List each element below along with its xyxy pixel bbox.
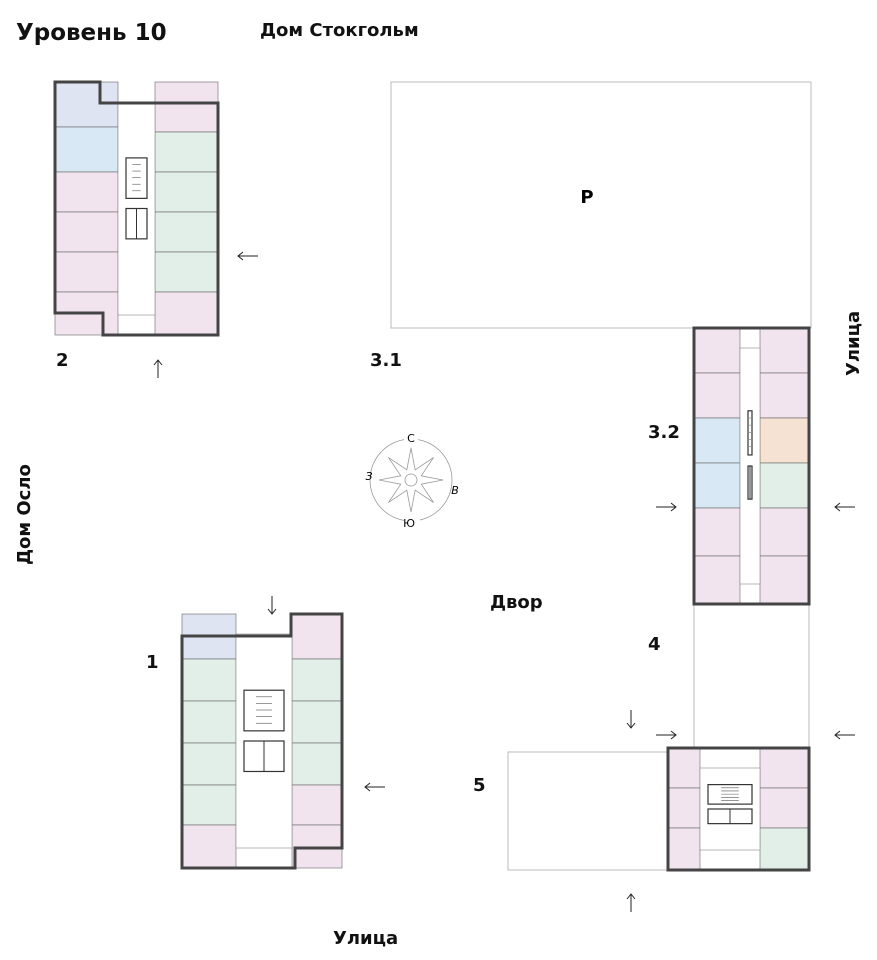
building-1 — [180, 612, 344, 870]
apartment — [759, 327, 810, 374]
stair-core — [747, 410, 753, 456]
house-stockholm-label: Дом Стокгольм — [260, 20, 419, 41]
building-number-3-1: 3.1 — [370, 350, 402, 371]
apartment — [54, 126, 119, 173]
apartment — [759, 787, 810, 829]
compass-star-icon — [378, 447, 444, 513]
building-5-annex-outline — [507, 751, 669, 871]
building-2 — [53, 80, 220, 337]
page-title: Уровень 10 — [16, 20, 167, 46]
compass-west: З — [365, 470, 372, 483]
building-wall — [180, 612, 344, 870]
apartment — [291, 658, 343, 702]
building-number-1: 1 — [146, 652, 159, 673]
apartment — [759, 555, 810, 605]
apartment — [291, 700, 343, 744]
apartment — [181, 700, 237, 744]
apartment — [693, 417, 741, 464]
apartment — [54, 251, 119, 293]
entrance-arrow-icon — [626, 893, 636, 912]
street-bottom-label: Улица — [333, 928, 399, 949]
compass-circle — [369, 438, 453, 522]
compass-north: С — [407, 432, 415, 445]
apartment — [181, 742, 237, 786]
apartment — [291, 742, 343, 786]
building-number-5: 5 — [473, 775, 486, 796]
compass-east: В — [451, 484, 459, 497]
apartment — [154, 131, 219, 173]
stair-core — [243, 689, 285, 732]
building-number-4: 4 — [648, 634, 661, 655]
apartment — [667, 747, 701, 789]
parking-label: P — [580, 187, 593, 208]
apartment — [667, 787, 701, 829]
apartment — [759, 417, 810, 464]
apartment — [759, 372, 810, 419]
apartment — [181, 784, 237, 826]
entrance-arrow-icon — [153, 359, 163, 378]
building-3-2 — [692, 326, 811, 606]
building-5 — [666, 746, 811, 872]
compass-south: Ю — [403, 517, 415, 530]
apartment — [154, 291, 219, 336]
building-wall — [666, 746, 811, 872]
entrance-arrow-icon — [364, 782, 385, 792]
yard-label: Двор — [490, 592, 543, 613]
apartment — [759, 507, 810, 557]
entrance-arrow-icon — [834, 730, 855, 740]
apartment — [759, 827, 810, 871]
apartment — [154, 211, 219, 253]
apartment — [291, 784, 343, 826]
parking-area — [390, 81, 812, 329]
apartment — [693, 327, 741, 374]
apartment — [154, 171, 219, 213]
apartment — [54, 171, 119, 213]
building-number-2: 2 — [56, 350, 69, 371]
entrance-arrow-icon — [656, 730, 677, 740]
stair-core — [707, 783, 753, 805]
apartment — [181, 824, 237, 869]
apartment — [667, 827, 701, 871]
apartment — [181, 658, 237, 702]
apartment — [693, 372, 741, 419]
apartment — [54, 211, 119, 253]
apartment — [693, 507, 741, 557]
entrance-arrow-icon — [237, 251, 258, 261]
entrance-arrow-icon — [656, 502, 677, 512]
apartment — [759, 462, 810, 509]
building-wall — [692, 326, 811, 606]
building-number-3-2: 3.2 — [648, 422, 680, 443]
stair-core — [125, 157, 148, 199]
compass-rose: С Ю В З — [365, 430, 459, 530]
building-wall — [53, 80, 220, 337]
apartment — [759, 747, 810, 789]
apartment — [693, 555, 741, 605]
apartment — [693, 462, 741, 509]
entrance-arrow-icon — [267, 596, 277, 615]
entrance-arrow-icon — [626, 710, 636, 729]
apartment — [291, 613, 343, 660]
apartment — [154, 251, 219, 293]
building-4-outline — [693, 603, 810, 749]
apartment — [154, 81, 219, 133]
entrance-arrow-icon — [834, 502, 855, 512]
